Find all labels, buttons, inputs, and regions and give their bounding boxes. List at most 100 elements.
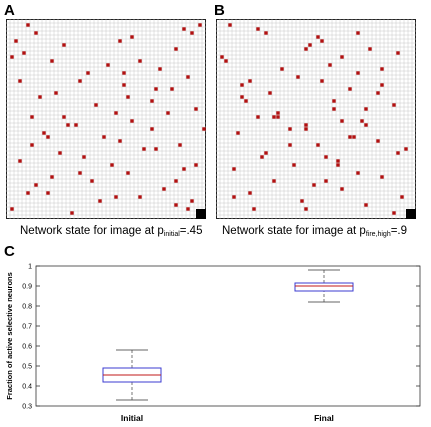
active-neuron-b-31 — [404, 147, 408, 151]
active-neuron-a-61 — [118, 39, 122, 43]
network-grid-svg-a — [6, 19, 206, 219]
active-neuron-b-19 — [332, 99, 336, 103]
active-neuron-a-45 — [98, 199, 102, 203]
active-neuron-b-67 — [396, 151, 400, 155]
active-neuron-a-31 — [178, 143, 182, 147]
network-grid-initial — [6, 19, 206, 224]
active-neuron-b-35 — [292, 163, 296, 167]
active-neuron-b-32 — [264, 151, 268, 155]
active-neuron-b-12 — [356, 71, 360, 75]
active-neuron-b-33 — [324, 155, 328, 159]
y-tick-label-3: 0.6 — [22, 344, 32, 351]
network-grid-final — [216, 19, 416, 224]
caption-final-prefix: Network state for image at p — [222, 225, 366, 237]
active-neuron-a-33 — [58, 151, 62, 155]
active-neuron-b-14 — [248, 79, 252, 83]
active-neuron-b-36 — [232, 167, 236, 171]
active-neuron-b-1 — [256, 27, 260, 31]
active-neuron-a-53 — [74, 123, 78, 127]
active-neuron-a-11 — [138, 59, 142, 63]
grid-lines — [6, 19, 206, 219]
active-neuron-a-18 — [54, 91, 58, 95]
active-neuron-b-34 — [336, 159, 340, 163]
active-neuron-b-49 — [276, 115, 280, 119]
active-neuron-a-35 — [18, 159, 22, 163]
active-neuron-a-16 — [122, 83, 126, 87]
active-neuron-a-55 — [166, 111, 170, 115]
active-neuron-b-69 — [340, 55, 344, 59]
y-tick-label-7: 1 — [28, 264, 32, 271]
active-neuron-a-48 — [70, 211, 74, 215]
active-neuron-a-40 — [90, 179, 94, 183]
active-neuron-b-30 — [316, 143, 320, 147]
active-neuron-a-26 — [66, 123, 70, 127]
active-neuron-b-22 — [276, 111, 280, 115]
active-neuron-b-53 — [364, 123, 368, 127]
active-neuron-b-25 — [304, 123, 308, 127]
active-neuron-b-56 — [380, 67, 384, 71]
grid-corner-marker — [406, 209, 416, 219]
active-neuron-a-32 — [154, 147, 158, 151]
active-neuron-b-18 — [240, 95, 244, 99]
active-neuron-a-59 — [50, 59, 54, 63]
active-neuron-b-17 — [268, 91, 272, 95]
active-neuron-b-54 — [288, 143, 292, 147]
active-neuron-b-68 — [240, 83, 244, 87]
active-neuron-b-28 — [352, 135, 356, 139]
active-neuron-b-48 — [272, 115, 276, 119]
caption-final: Network state for image at pfire,high=.9 — [222, 225, 407, 238]
active-neuron-a-6 — [190, 31, 194, 35]
active-neuron-b-7 — [396, 51, 400, 55]
active-neuron-a-49 — [190, 199, 194, 203]
active-neuron-b-38 — [380, 175, 384, 179]
y-tick-label-1: 0.4 — [22, 384, 32, 391]
active-neuron-a-9 — [10, 55, 14, 59]
active-neuron-b-52 — [360, 119, 364, 123]
y-tick-label-4: 0.7 — [22, 324, 32, 331]
active-neuron-b-21 — [364, 107, 368, 111]
caption-initial-sub: initial — [163, 231, 180, 238]
plot-frame — [35, 265, 421, 407]
active-neuron-a-54 — [150, 127, 154, 131]
active-neuron-b-43 — [400, 195, 404, 199]
active-neuron-b-11 — [280, 67, 284, 71]
active-neuron-a-63 — [194, 163, 198, 167]
active-neuron-a-30 — [118, 139, 122, 143]
active-neuron-b-55 — [336, 163, 340, 167]
active-neuron-b-2 — [264, 31, 268, 35]
active-neuron-b-9 — [224, 59, 228, 63]
panel-letter-a: A — [4, 2, 15, 19]
active-neuron-a-4 — [130, 35, 134, 39]
active-neuron-a-57 — [78, 79, 82, 83]
active-neuron-a-17 — [170, 87, 174, 91]
active-neuron-b-6 — [368, 47, 372, 51]
active-neuron-a-64 — [174, 179, 178, 183]
active-neuron-b-41 — [340, 187, 344, 191]
active-neuron-b-26 — [288, 127, 292, 131]
active-neuron-a-43 — [26, 191, 30, 195]
active-neuron-b-47 — [392, 211, 396, 215]
active-neuron-b-60 — [272, 179, 276, 183]
active-neuron-a-65 — [46, 191, 50, 195]
active-neuron-b-61 — [376, 91, 380, 95]
active-neuron-a-28 — [42, 131, 46, 135]
active-neuron-b-15 — [380, 83, 384, 87]
active-neuron-b-5 — [308, 43, 312, 47]
panel-letter-b: B — [214, 2, 225, 19]
y-tick-label-2: 0.5 — [22, 364, 32, 371]
caption-initial-prefix: Network state for image at p — [20, 225, 164, 237]
active-neuron-a-38 — [126, 171, 130, 175]
active-neuron-b-10 — [328, 63, 332, 67]
grid-lines — [216, 19, 416, 219]
active-neuron-a-69 — [114, 195, 118, 199]
active-neuron-b-37 — [356, 171, 360, 175]
active-neuron-a-29 — [102, 135, 106, 139]
caption-final-suffix: =.9 — [390, 225, 408, 237]
active-neuron-b-8 — [220, 55, 224, 59]
active-neuron-b-59 — [260, 155, 264, 159]
caption-initial: Network state for image at pinitial=.45 — [20, 225, 202, 238]
active-neuron-b-23 — [256, 115, 260, 119]
active-neuron-a-51 — [142, 147, 146, 151]
active-neuron-b-16 — [348, 87, 352, 91]
active-neuron-a-62 — [30, 143, 34, 147]
